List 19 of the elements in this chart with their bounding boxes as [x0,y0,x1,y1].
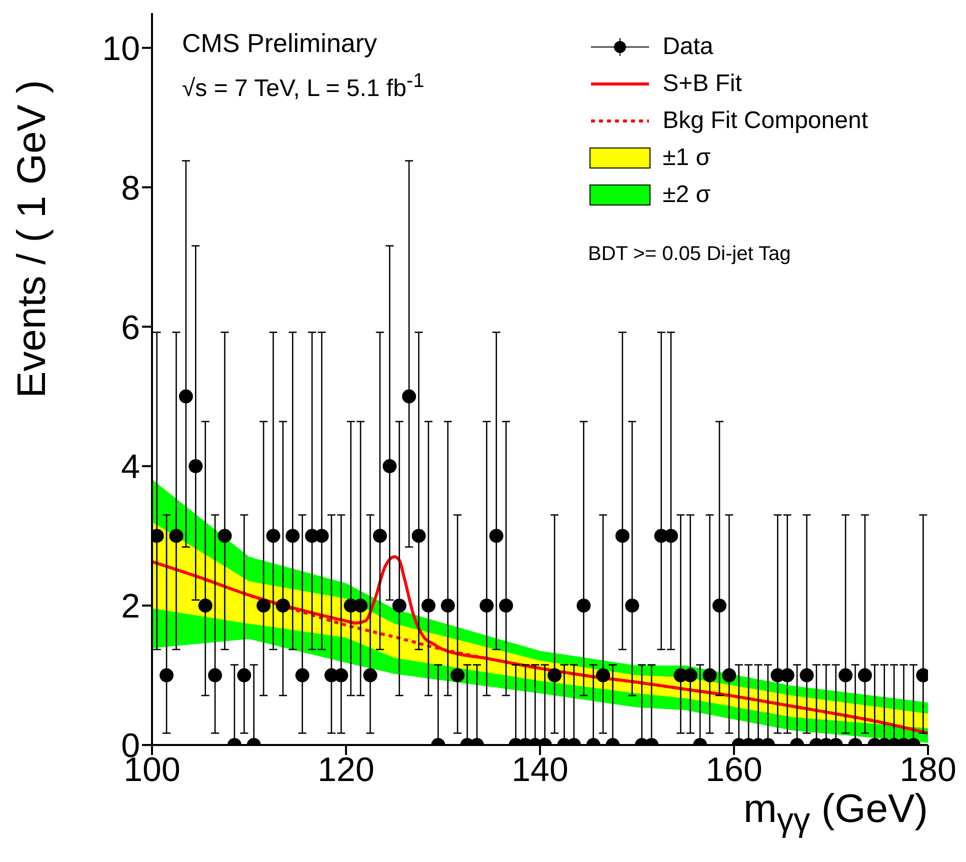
y-tick-label: 4 [121,448,140,486]
annotation: BDT >= 0.05 Di-jet Tag [588,243,791,266]
x-tick-label: 140 [512,751,568,790]
legend-label: S+B Fit [662,70,742,98]
legend-label: ±1 σ [662,144,711,172]
y-tick-label: 2 [121,588,140,626]
x-tick-label: 160 [706,751,762,790]
x-axis-title: m$_{γγ}$ (GeV) [744,787,928,839]
legend-label: Bkg Fit Component [662,106,868,134]
y-tick-label: 10 [102,30,140,68]
annotation: √s = 7 TeV, L = 5.1 fb$^{-1}$ [182,70,424,103]
legend-label: ±2 σ [662,180,711,208]
y-tick-label: 8 [121,169,140,208]
legend-label: Data [662,32,714,60]
y-tick-label: 6 [121,308,140,347]
y-axis-title: Events / ( 1 GeV ) [10,80,55,398]
x-tick-label: 120 [318,751,374,790]
annotation: CMS Preliminary [182,28,378,59]
x-tick-label: 180 [900,751,956,790]
